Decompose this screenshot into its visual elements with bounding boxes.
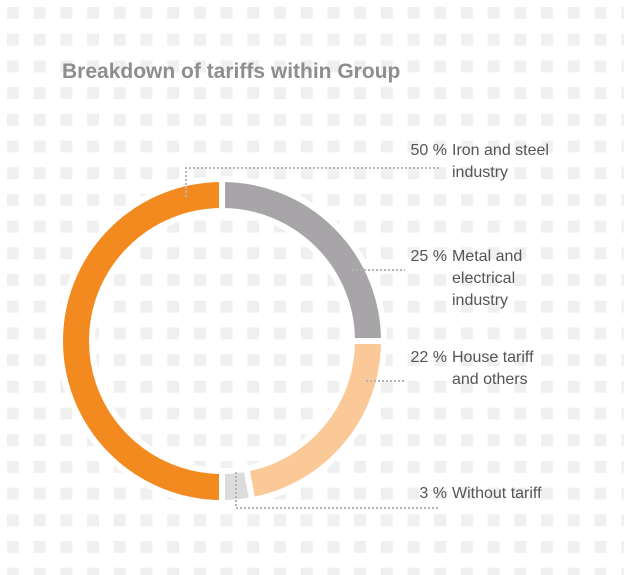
leader-line [235, 472, 440, 509]
value-label: 3 % [419, 485, 447, 502]
value-label: 22 % [410, 349, 447, 366]
value-label: 25 % [410, 248, 447, 265]
category-label: Without tariff [452, 485, 542, 502]
category-label: House tariff and others [452, 349, 534, 388]
chart-title: Breakdown of tariffs within Group [62, 60, 401, 83]
category-label: Iron and steel industry [452, 142, 549, 181]
category-label: Metal and electrical industry [452, 248, 523, 309]
donut [57, 175, 388, 507]
donut-segment [57, 175, 225, 507]
value-label: 50 % [410, 142, 447, 159]
donut-segment [219, 465, 256, 507]
leader-line [185, 167, 440, 197]
